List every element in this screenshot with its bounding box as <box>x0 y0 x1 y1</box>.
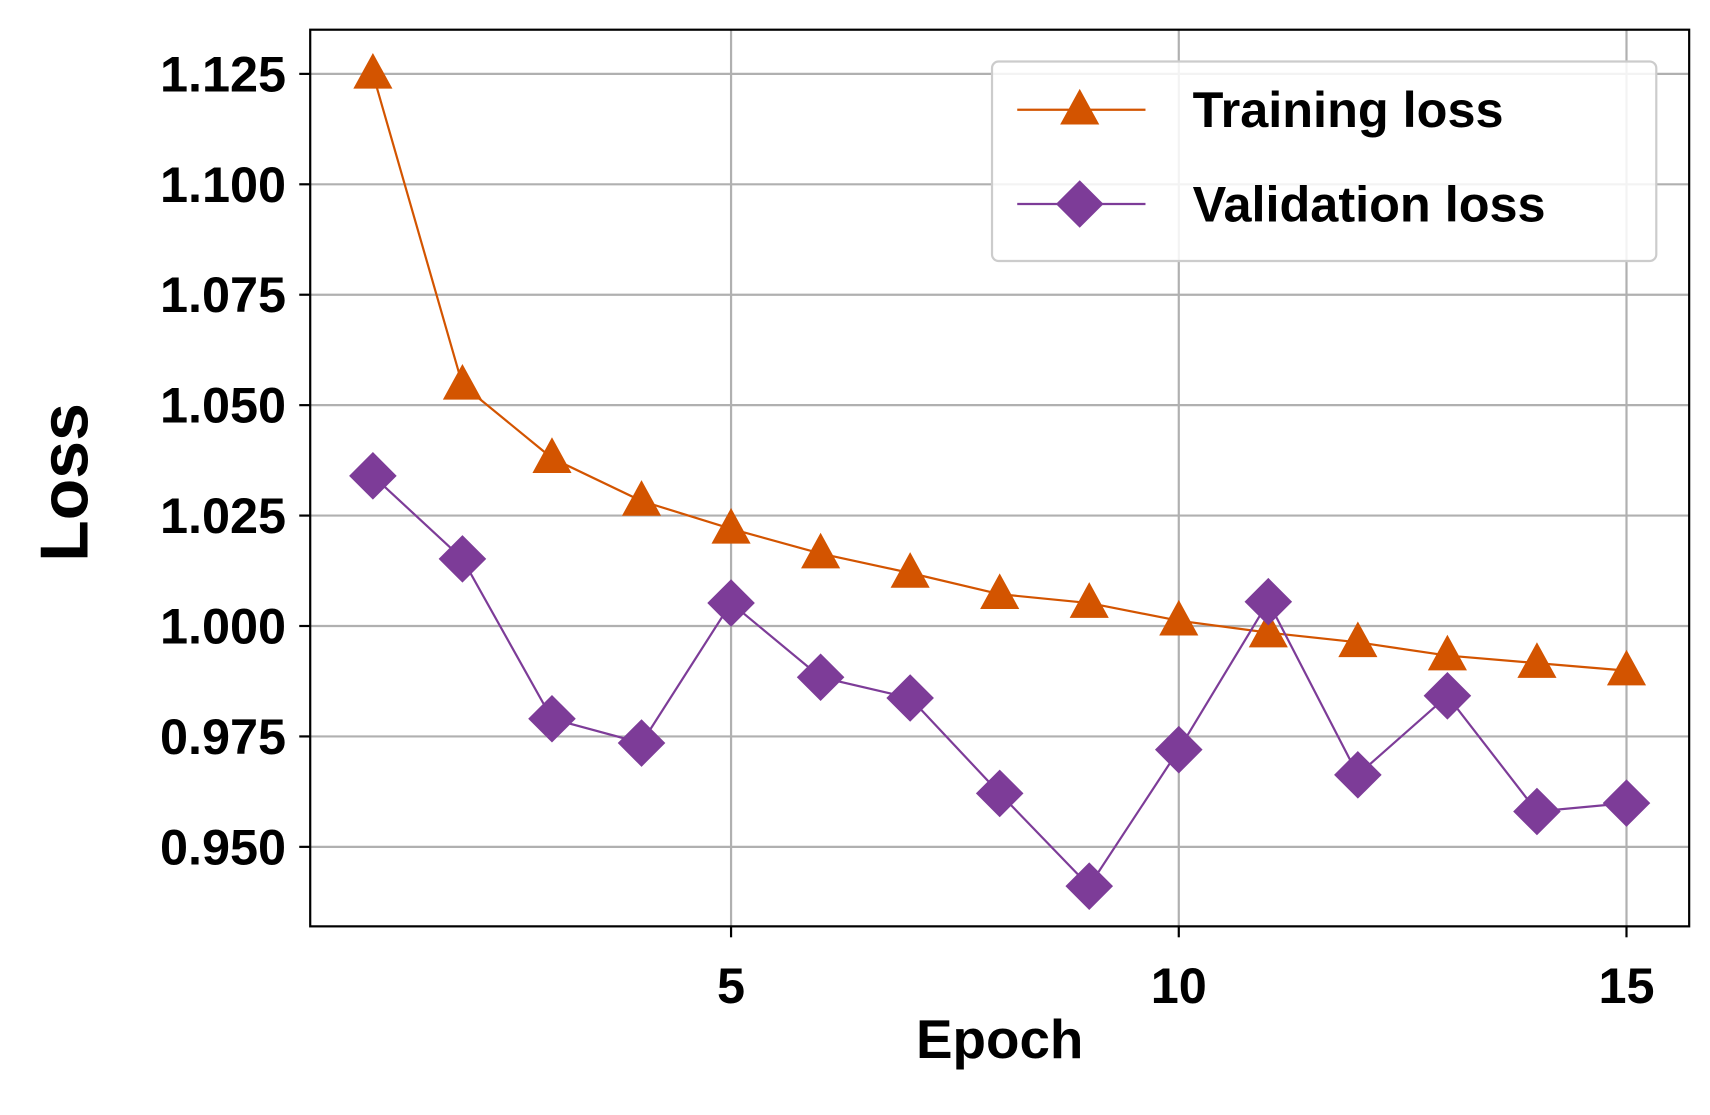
marker <box>1338 621 1378 658</box>
marker <box>528 694 576 743</box>
y-tick-label: 1.025 <box>160 487 286 544</box>
y-tick-label: 1.100 <box>160 156 286 213</box>
marker <box>353 53 393 89</box>
marker <box>438 535 487 583</box>
marker <box>617 719 666 767</box>
x-tick-label: 5 <box>717 957 745 1014</box>
legend-marker <box>1060 88 1100 125</box>
marker <box>349 452 397 500</box>
marker <box>975 769 1024 818</box>
plot-frame <box>309 28 1691 928</box>
marker <box>1427 634 1467 671</box>
legend-box <box>990 60 1658 263</box>
y-tick-label: 0.950 <box>160 818 286 875</box>
marker <box>1248 611 1288 648</box>
y-axis-label: Loss <box>27 403 103 562</box>
x-axis-label: Epoch <box>916 1008 1083 1070</box>
marker <box>711 507 751 544</box>
marker <box>707 579 755 627</box>
legend-label: Validation loss <box>1193 176 1546 233</box>
legend-label: Training loss <box>1193 81 1504 138</box>
marker <box>980 573 1020 609</box>
legend-marker <box>1055 180 1104 228</box>
y-tick-label: 1.075 <box>160 266 286 323</box>
y-tick-label: 1.050 <box>160 377 286 434</box>
marker <box>621 480 662 516</box>
marker <box>532 437 572 473</box>
marker <box>1159 599 1199 636</box>
marker <box>1334 751 1382 799</box>
marker <box>1423 671 1472 720</box>
y-tick-label: 1.000 <box>160 598 286 655</box>
marker <box>1065 862 1114 910</box>
marker <box>1513 787 1561 836</box>
y-tick-label: 1.125 <box>160 45 286 102</box>
x-tick-label: 10 <box>1151 957 1207 1014</box>
marker <box>1602 779 1651 827</box>
marker <box>1154 725 1203 774</box>
marker <box>796 653 845 702</box>
marker <box>890 552 930 588</box>
marker <box>886 674 934 722</box>
marker <box>1069 582 1109 618</box>
marker <box>442 363 482 400</box>
marker <box>801 532 841 569</box>
marker <box>1517 642 1557 678</box>
x-tick-label: 15 <box>1598 957 1654 1014</box>
marker <box>1244 577 1293 626</box>
marker <box>1606 649 1647 686</box>
y-tick-label: 0.975 <box>160 708 286 765</box>
